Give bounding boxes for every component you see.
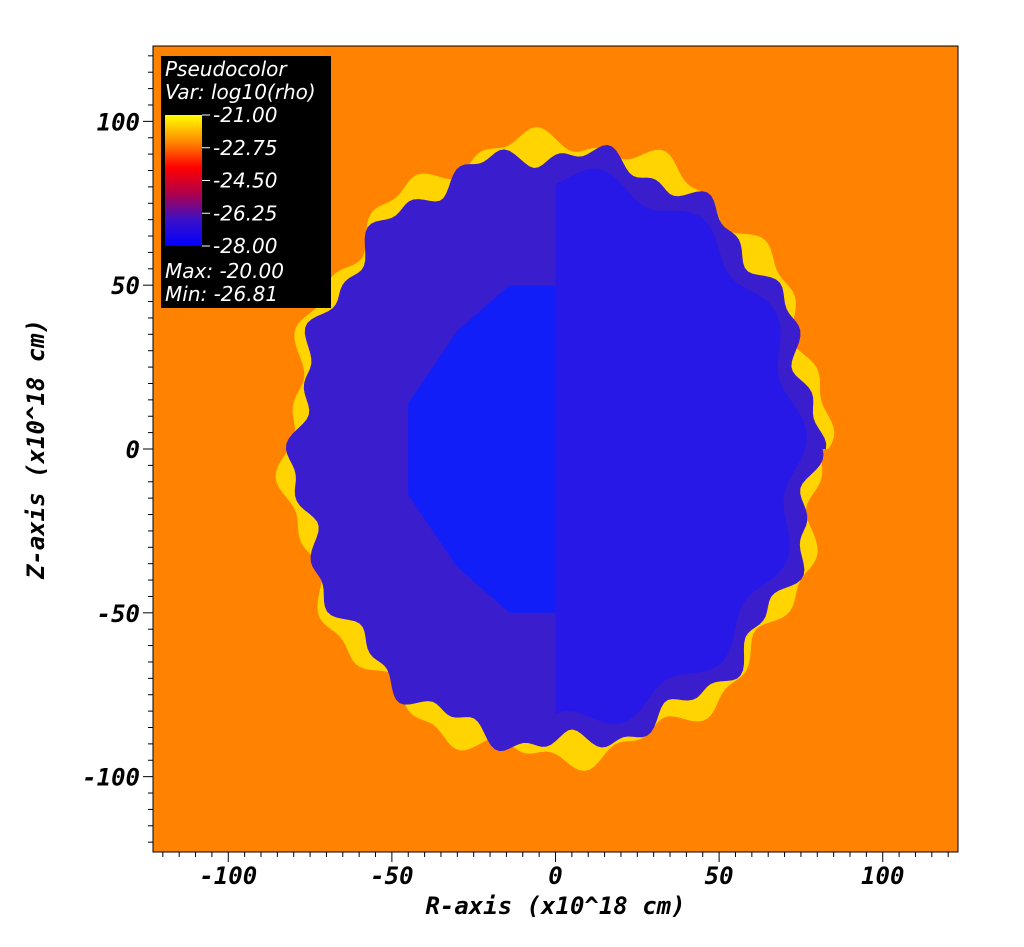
- y-axis-ticks: 100 50 0 -50 -100: [82, 55, 153, 843]
- x-tick-label: 50: [705, 862, 734, 890]
- legend-variable: Var: log10(rho): [165, 80, 316, 104]
- colorbar-label: -24.50: [213, 169, 277, 193]
- legend-max: Max: -20.00: [165, 259, 284, 283]
- colorbar-label: -21.00: [213, 103, 277, 127]
- x-tick-label: -100: [199, 862, 257, 890]
- x-axis-ticks: -100 -50 0 50 100: [162, 852, 949, 890]
- density-core: [408, 285, 556, 613]
- legend-title: Pseudocolor: [165, 57, 288, 81]
- legend-min: Min: -26.81: [165, 282, 278, 306]
- x-tick-label: -50: [370, 862, 413, 890]
- x-tick-label: 100: [861, 862, 904, 890]
- colorbar-label: -28.00: [213, 234, 277, 258]
- colorbar: [165, 115, 202, 246]
- y-axis-title: Z-axis (x10^18 cm): [22, 319, 50, 580]
- density-right-half: [555, 168, 807, 725]
- legend: Pseudocolor Var: log10(rho) -21.00 -22.75…: [161, 56, 331, 308]
- colorbar-label: -22.75: [213, 136, 277, 160]
- colorbar-labels: -21.00 -22.75 -24.50 -26.25 -28.00: [202, 103, 277, 258]
- x-axis-title: R-axis (x10^18 cm): [425, 892, 685, 920]
- y-tick-label: 100: [97, 108, 140, 136]
- y-tick-label: 50: [111, 272, 140, 300]
- y-tick-label: -100: [82, 764, 140, 792]
- y-tick-label: 0: [126, 436, 140, 464]
- x-tick-label: 0: [548, 862, 562, 890]
- colorbar-label: -26.25: [213, 201, 277, 225]
- y-tick-label: -50: [97, 600, 140, 628]
